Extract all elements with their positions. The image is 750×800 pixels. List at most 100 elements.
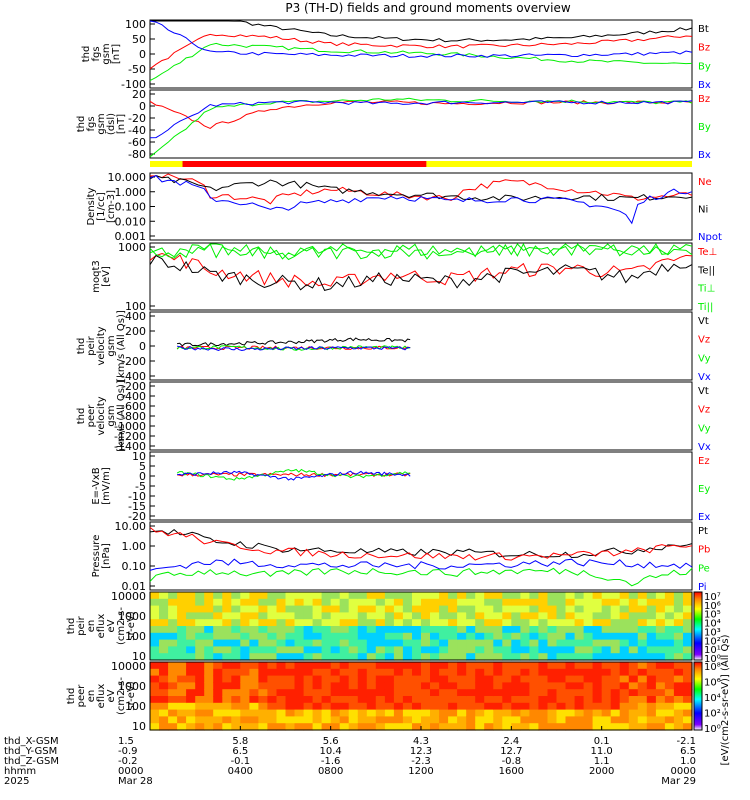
heatmap-cell <box>168 598 178 607</box>
heatmap-cell <box>673 598 684 607</box>
heatmap-cell <box>357 662 368 670</box>
heatmap-cell <box>285 709 296 717</box>
heatmap-cell <box>339 626 350 634</box>
heatmap-cell <box>529 653 539 661</box>
heatmap-cell <box>547 632 558 641</box>
heatmap-cell <box>231 675 241 683</box>
heatmap-cell <box>511 682 521 690</box>
heatmap-cell <box>493 653 503 661</box>
heatmap-cell <box>637 696 648 704</box>
heatmap-cell <box>312 598 323 607</box>
heatmap-cell <box>393 619 404 627</box>
heatmap-cell <box>592 682 603 690</box>
heatmap-cell <box>276 702 287 711</box>
heatmap-cell <box>177 632 187 641</box>
heatmap-cell <box>583 598 594 607</box>
panel-temp: 1000 100 moqt3 [eV] Te⊥ Te|| Ti⊥ Ti|| <box>91 241 717 313</box>
heatmap-cell <box>619 598 630 607</box>
y-tick-label: 1.00 <box>122 540 147 553</box>
heatmap-cell <box>339 675 350 683</box>
heatmap-cell <box>565 639 576 647</box>
heatmap-cell <box>276 653 287 661</box>
heatmap-cell <box>186 598 196 607</box>
heatmap-cell <box>556 592 567 600</box>
heatmap-cell <box>339 646 350 654</box>
heatmap-cell <box>502 639 512 647</box>
heatmap-cell <box>520 723 530 731</box>
x-tick-label: Mar 29 <box>661 776 696 787</box>
heatmap-cell <box>213 702 223 711</box>
heatmap-cell <box>610 592 621 600</box>
x-tick-label: 12.3 <box>410 746 432 757</box>
panel-label-line: gsm <box>101 43 112 64</box>
heatmap-cell <box>457 709 467 717</box>
heatmap-cell <box>357 668 368 677</box>
heatmap-cell <box>249 612 259 620</box>
legend-entry: Bx <box>698 150 711 161</box>
heatmap-cell <box>610 639 621 647</box>
heatmap-cell <box>258 662 268 670</box>
heatmap-cell <box>375 723 386 731</box>
heatmap-cell <box>637 653 648 661</box>
heatmap-cell <box>366 696 377 704</box>
heatmap-cell <box>475 668 485 677</box>
heatmap-cell <box>592 662 603 670</box>
panel-label-line: Density <box>86 187 97 225</box>
heatmap-cell <box>683 689 693 697</box>
heatmap-cell <box>493 639 503 647</box>
heatmap-cell <box>348 626 359 634</box>
y-tick-label: 0.001 <box>115 230 147 243</box>
x-tick-label: 10.4 <box>320 746 342 757</box>
heatmap-cell <box>610 716 621 724</box>
heatmap-cell <box>375 709 386 717</box>
heatmap-cell <box>655 592 666 600</box>
heatmap-cell <box>592 598 603 607</box>
heatmap-cell <box>628 702 639 711</box>
heatmap-cell <box>619 592 630 600</box>
heatmap-cell <box>683 662 693 670</box>
heatmap-cell <box>430 632 440 641</box>
heatmap-cell <box>619 702 630 711</box>
legend-entry: Pe <box>698 563 710 574</box>
y-tick-label: 0 <box>139 470 146 483</box>
heatmap-cell <box>430 696 440 704</box>
panel-vi: 400 200 0 -200 -400 thd peir velocity gsm [km/s (… <box>76 310 711 383</box>
panel-label-line: [cm-3] <box>106 190 117 223</box>
heatmap-cell <box>375 598 386 607</box>
x-tick-label: 2.4 <box>503 736 519 747</box>
y-tick-label: 50 <box>132 33 146 46</box>
heatmap-cell <box>628 716 639 724</box>
heatmap-cell <box>249 675 259 683</box>
heatmap-cell <box>177 696 187 704</box>
legend-entry: Ne <box>698 177 712 188</box>
heatmap-cell <box>294 605 305 613</box>
colorbar-tick: 10¹ <box>704 645 721 656</box>
heatmap-cell <box>150 723 160 731</box>
heatmap-cell <box>673 682 684 690</box>
heatmap-cell <box>312 605 323 613</box>
heatmap-cell <box>430 709 440 717</box>
heatmap-cell <box>673 668 684 677</box>
heatmap-cell <box>475 702 485 711</box>
heatmap-cell <box>610 605 621 613</box>
heatmap-cell <box>303 702 314 711</box>
heatmap-cell <box>655 675 666 683</box>
status-bar-segment <box>150 161 183 167</box>
heatmap-cell <box>592 626 603 634</box>
heatmap-cell <box>583 653 594 661</box>
heatmap-cell <box>339 592 350 600</box>
heatmap-cell <box>159 689 169 697</box>
legend-entry: Ex <box>698 512 710 523</box>
legend-entry: Vz <box>698 335 710 346</box>
heatmap-cell <box>384 592 395 600</box>
heatmap-cell <box>556 662 567 670</box>
heatmap-cell <box>384 709 395 717</box>
heatmap-cell <box>683 709 693 717</box>
heatmap-cell <box>258 696 268 704</box>
heatmap-cell <box>330 626 341 634</box>
heatmap-cell <box>384 716 395 724</box>
heatmap-cell <box>204 696 214 704</box>
heatmap-cell <box>601 605 612 613</box>
panel-label-line: velocity <box>96 326 107 365</box>
heatmap-cell <box>249 619 259 627</box>
